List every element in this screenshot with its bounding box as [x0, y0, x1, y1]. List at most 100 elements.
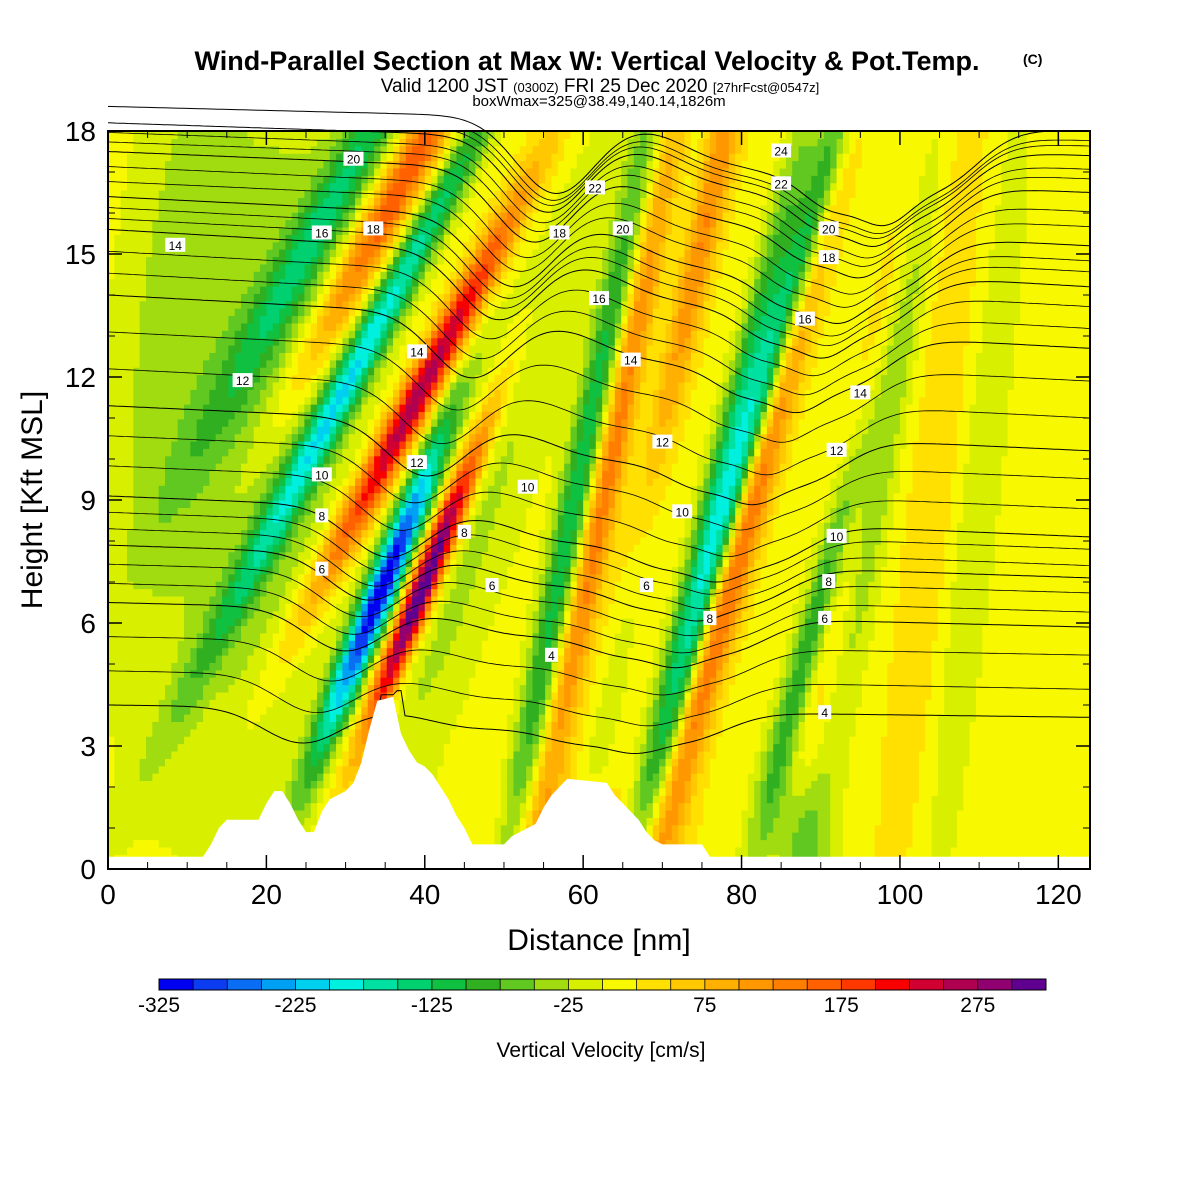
- w-cell: [386, 610, 394, 619]
- w-cell: [367, 625, 375, 634]
- w-cell: [317, 131, 325, 139]
- w-cell: [196, 581, 204, 590]
- w-cell: [139, 145, 147, 154]
- w-cell: [285, 352, 293, 361]
- w-cell: [165, 654, 172, 663]
- w-cell: [386, 182, 394, 191]
- w-cell: [418, 433, 426, 442]
- w-cell: [361, 278, 369, 287]
- w-cell: [272, 603, 280, 612]
- w-cell: [171, 507, 179, 516]
- w-cell: [120, 219, 128, 228]
- w-cell: [133, 529, 141, 538]
- w-cell: [203, 824, 210, 833]
- w-cell: [380, 507, 388, 516]
- w-cell: [146, 485, 153, 494]
- w-cell: [380, 684, 388, 693]
- w-cell: [348, 581, 356, 590]
- w-cell: [203, 632, 210, 641]
- w-cell: [266, 249, 274, 258]
- w-cell: [386, 691, 394, 700]
- w-cell: [171, 226, 179, 235]
- w-cell: [152, 197, 160, 206]
- w-cell: [133, 647, 141, 656]
- w-cell: [279, 699, 286, 708]
- w-cell: [386, 448, 394, 457]
- w-cell: [120, 610, 128, 619]
- w-cell: [323, 588, 331, 597]
- w-cell: [266, 492, 274, 501]
- w-cell: [374, 691, 382, 700]
- w-cell: [108, 411, 115, 420]
- w-cell: [399, 640, 407, 649]
- w-cell: [114, 824, 122, 833]
- w-cell: [317, 573, 325, 582]
- w-cell: [367, 566, 375, 575]
- w-cell: [114, 470, 122, 479]
- w-cell: [228, 514, 236, 523]
- w-cell: [241, 477, 248, 486]
- w-cell: [165, 330, 172, 339]
- w-cell: [114, 345, 122, 353]
- w-cell: [260, 145, 267, 154]
- w-cell: [120, 625, 128, 634]
- w-cell: [177, 669, 185, 678]
- w-cell: [272, 669, 280, 678]
- w-cell: [374, 588, 382, 597]
- w-cell: [361, 131, 369, 139]
- w-cell: [405, 654, 413, 663]
- w-cell: [367, 492, 375, 501]
- w-cell: [253, 581, 261, 590]
- w-cell: [203, 131, 210, 139]
- w-cell: [298, 750, 305, 759]
- w-cell: [120, 418, 128, 427]
- w-cell: [247, 647, 255, 656]
- w-cell: [222, 632, 229, 641]
- w-cell: [342, 249, 350, 258]
- w-cell: [298, 802, 305, 811]
- w-cell: [234, 197, 242, 206]
- w-cell: [177, 721, 185, 730]
- w-cell: [184, 219, 191, 228]
- w-cell: [127, 448, 134, 457]
- w-cell: [228, 271, 236, 280]
- w-cell: [412, 337, 420, 346]
- w-cell: [158, 352, 166, 361]
- w-cell: [355, 640, 363, 649]
- w-cell: [304, 167, 312, 176]
- w-cell: [139, 684, 147, 693]
- w-cell: [266, 389, 274, 398]
- w-cell: [253, 145, 261, 154]
- w-cell: [285, 448, 293, 457]
- w-cell: [165, 337, 172, 346]
- w-cell: [184, 426, 191, 435]
- w-cell: [253, 507, 261, 516]
- w-cell: [139, 773, 147, 782]
- w-cell: [190, 765, 198, 774]
- w-cell: [329, 500, 337, 508]
- w-cell: [152, 485, 160, 494]
- w-cell: [241, 278, 248, 287]
- w-cell: [228, 566, 236, 575]
- w-cell: [234, 175, 242, 184]
- w-cell: [298, 249, 305, 258]
- w-cell: [298, 706, 305, 715]
- w-cell: [323, 426, 331, 435]
- w-cell: [393, 359, 401, 368]
- w-cell: [310, 691, 318, 700]
- w-cell: [209, 780, 217, 789]
- w-cell: [266, 138, 274, 147]
- w-cell: [215, 463, 223, 472]
- w-cell: [253, 647, 261, 656]
- w-cell: [228, 308, 236, 317]
- w-cell: [355, 315, 363, 324]
- w-cell: [279, 669, 286, 678]
- w-cell: [298, 610, 305, 619]
- w-cell: [108, 802, 115, 811]
- w-cell: [386, 581, 394, 590]
- w-cell: [367, 308, 375, 317]
- w-cell: [361, 411, 369, 420]
- w-cell: [355, 404, 363, 413]
- w-cell: [310, 293, 318, 302]
- w-cell: [361, 529, 369, 538]
